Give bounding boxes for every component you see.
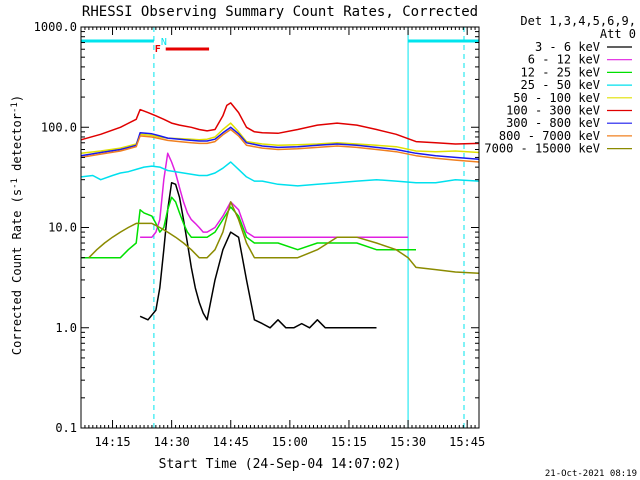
- chart-title: RHESSI Observing Summary Count Rates, Co…: [82, 4, 478, 20]
- legend-header-attenuator: Att 0: [600, 27, 636, 41]
- svg-text:Corrected Count Rate (s-1 dete: Corrected Count Rate (s-1 detector-1): [10, 95, 24, 355]
- x-tick-label: 15:45: [449, 435, 485, 449]
- legend-entry-label: 3 - 6 keV: [535, 40, 600, 54]
- legend-entry-label: 50 - 100 keV: [513, 91, 600, 105]
- series-line-6-12-kev: [140, 152, 409, 238]
- y-tick-label: 1.0: [55, 321, 77, 335]
- y-axis-label-exponent-1: -1: [10, 178, 20, 189]
- x-axis-label: Start Time (24-Sep-04 14:07:02): [159, 457, 402, 472]
- series-line-25-50-kev: [80, 161, 480, 187]
- y-axis-label-start: Corrected Count Rate (s: [10, 189, 24, 355]
- y-tick-label: 0.1: [55, 421, 77, 435]
- x-tick-label: 15:15: [331, 435, 367, 449]
- x-tick-label: 15:30: [390, 435, 426, 449]
- legend-entry-label: 6 - 12 keV: [528, 53, 600, 67]
- observing-flags: NF: [81, 27, 479, 428]
- series-line-12-25-kev: [81, 196, 416, 259]
- legend-entry-label: 100 - 300 keV: [506, 104, 600, 118]
- y-tick-label: 100.0: [41, 120, 77, 134]
- axes-group: 0.1 1.0 10.0 100.0 1000.0 14:15 14:30 14:45 15:0…: [34, 20, 486, 449]
- x-tick-label: 14:15: [94, 435, 130, 449]
- legend-entry-label: 300 - 800 keV: [506, 116, 600, 130]
- flare-flag-label: F: [155, 44, 161, 55]
- y-tick-label: 1000.0: [34, 20, 77, 34]
- y-axis-label-middle: detector: [10, 113, 24, 178]
- series-line-100-300-kev: [80, 102, 480, 145]
- legend-header-detectors: Det 1,3,4,5,6,9,: [520, 14, 636, 28]
- y-axis-label-exponent-2: -1: [10, 102, 20, 113]
- legend-entry-label: 7000 - 15000 keV: [484, 142, 600, 156]
- night-flag-label: N: [161, 37, 167, 48]
- x-tick-label: 14:45: [213, 435, 249, 449]
- legend-entry-label: 25 - 50 keV: [521, 78, 600, 92]
- y-tick-label: 10.0: [48, 221, 77, 235]
- series-line-3-6-kev: [139, 181, 377, 329]
- series-line-7000-15000-kev: [88, 201, 480, 274]
- legend-entry-label: 800 - 7000 keV: [499, 129, 600, 143]
- x-tick-label: 15:00: [272, 435, 308, 449]
- data-series-group: [80, 102, 480, 329]
- x-tick-label: 14:30: [154, 435, 190, 449]
- series-line-50-100-kev: [80, 122, 480, 155]
- y-axis-label: Corrected Count Rate (s-1 detector-1): [10, 95, 24, 355]
- footer-date: 21-Oct-2021 08:19: [545, 469, 637, 479]
- legend-entry-label: 12 - 25 keV: [521, 65, 600, 79]
- series-line-300-800-kev: [80, 126, 480, 160]
- y-axis-label-end: ): [10, 95, 24, 102]
- series-line-800-7000-kev: [80, 128, 480, 163]
